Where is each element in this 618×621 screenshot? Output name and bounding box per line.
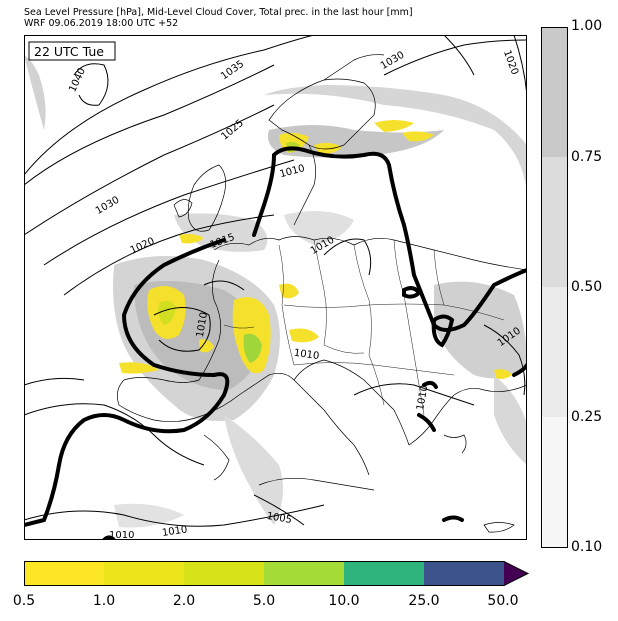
precip-colorbar-label: 2.0: [172, 593, 196, 609]
precipitation-layer: [119, 120, 512, 379]
cloud-colorbar-label: 0.50: [571, 279, 603, 295]
thick-isobar: [24, 146, 527, 540]
isobar-label: 1010: [109, 530, 134, 540]
valid-time-box: 22 UTC Tue: [28, 41, 116, 61]
cloud-colorbar-label: 1.00: [571, 18, 603, 34]
precip-colorbar-label: 1.0: [92, 593, 116, 609]
precip-colorbar-label: 5.0: [252, 593, 276, 609]
isobar-label: 1010: [293, 348, 320, 362]
isobar-label: 1010: [161, 524, 188, 538]
cloud-colorbar-label: 0.10: [571, 539, 603, 555]
valid-time-label: 22 UTC Tue: [34, 44, 104, 59]
isobar-label: 1010: [415, 384, 430, 411]
precipitation-colorbar: [24, 561, 530, 586]
cloud-colorbar-label: 0.25: [571, 409, 603, 425]
precip-colorbar-label: 0.5: [12, 593, 36, 609]
isobar-label: 1010: [195, 311, 210, 338]
precip-colorbar-label: 50.0: [487, 593, 519, 609]
chart-title: Sea Level Pressure [hPa], Mid-Level Clou…: [24, 7, 413, 18]
cloud-colorbar-label: 0.75: [571, 149, 603, 165]
run-info: WRF 09.06.2019 18:00 UTC +52: [24, 18, 179, 29]
cloud-cover-colorbar: [541, 27, 568, 548]
isobars: [24, 35, 527, 527]
weather-map: 1040 1035 1030 1025 1030 1020 1015 1010 …: [24, 35, 527, 540]
precip-colorbar-label: 25.0: [408, 593, 440, 609]
isobar-label: 1005: [266, 511, 293, 526]
precip-colorbar-label: 10.0: [328, 593, 360, 609]
